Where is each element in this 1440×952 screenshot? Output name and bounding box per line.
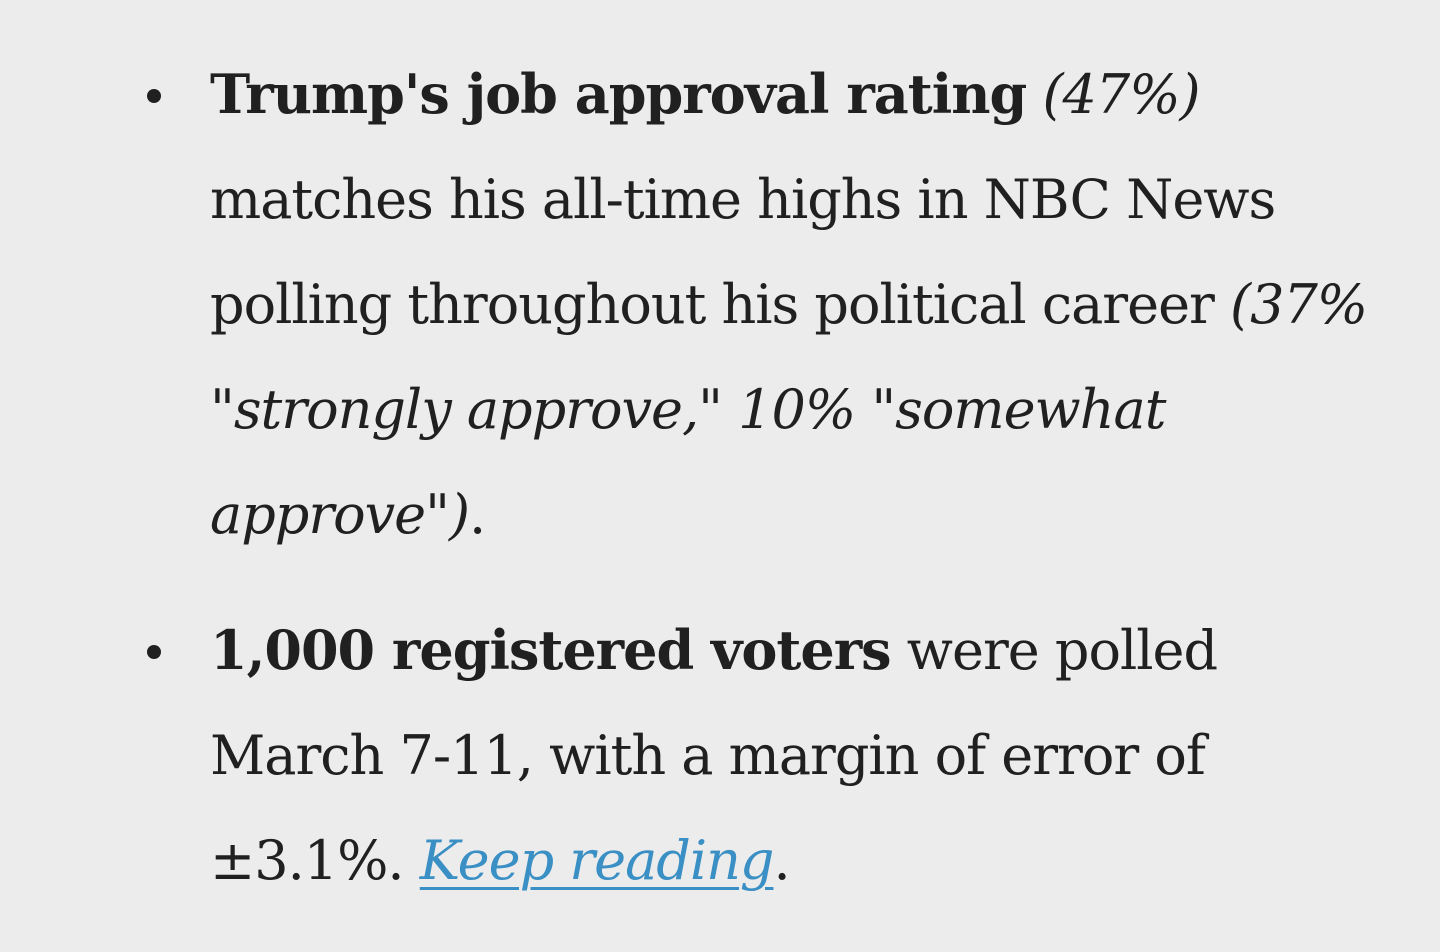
bold-text: 1,000 registered voters	[210, 618, 892, 682]
bullet-item-voters: 1,000 registered voters were polled Marc…	[147, 598, 1380, 913]
bullet-item-approval: Trump's job approval rating (47%) matche…	[147, 42, 1380, 567]
plain-text: .	[469, 483, 486, 546]
text-line: Trump's job approval rating (47%)	[210, 42, 1380, 147]
italic-text: "strongly approve," 10% "somewhat	[210, 378, 1166, 441]
text-line: March 7-11, with a margin of error of	[210, 724, 1206, 787]
plain-text: .	[773, 829, 790, 892]
text-line: ±3.1%. Keep reading.	[210, 808, 1380, 913]
italic-text: (47%)	[1026, 63, 1200, 126]
italic-text: approve")	[210, 483, 470, 546]
text-line: matches his all-time highs in NBC News	[210, 168, 1276, 231]
plain-text: were polled	[890, 619, 1218, 682]
bullet-dot-icon	[147, 89, 161, 103]
text-line: approve").	[210, 462, 1380, 567]
bold-text: Trump's job approval rating	[210, 62, 1027, 126]
keep-reading-link[interactable]: Keep reading	[419, 829, 775, 892]
plain-text: ±3.1%.	[210, 829, 420, 892]
text-line: "strongly approve," 10% "somewhat	[210, 357, 1380, 462]
text-line: polling throughout his political career …	[210, 252, 1380, 357]
plain-text: polling throughout his political career	[210, 273, 1231, 336]
italic-text: (37%	[1230, 273, 1368, 336]
text-line: 1,000 registered voters were polled	[210, 598, 1380, 703]
bullet-dot-icon	[147, 645, 161, 659]
